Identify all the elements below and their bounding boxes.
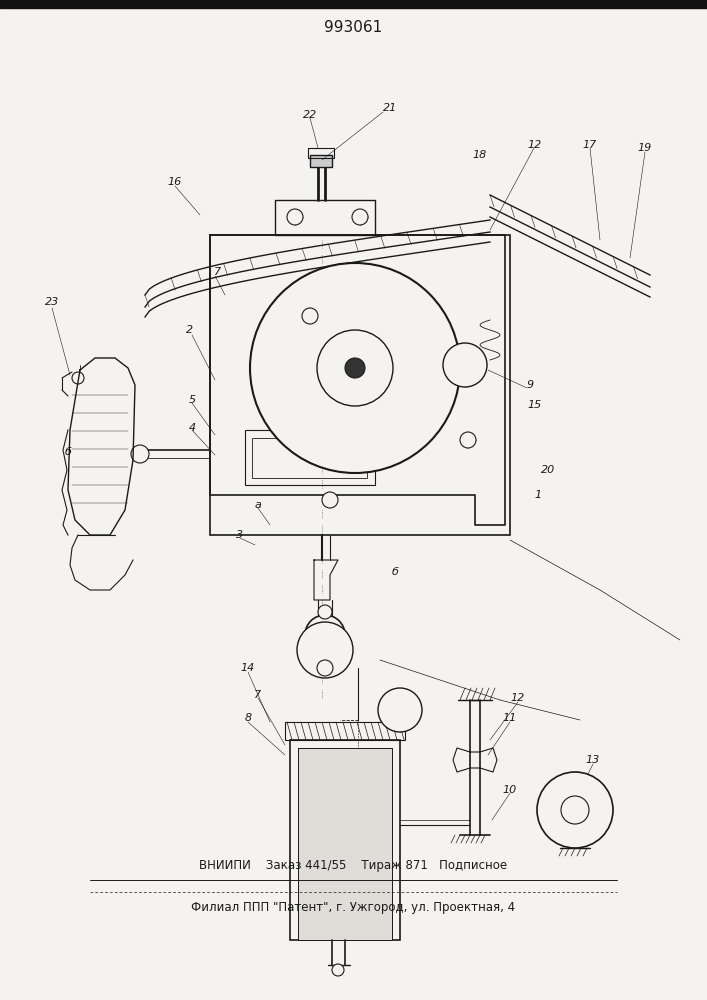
Text: 7: 7 bbox=[214, 267, 221, 277]
Circle shape bbox=[443, 343, 487, 387]
Text: 7: 7 bbox=[255, 690, 262, 700]
Circle shape bbox=[352, 209, 368, 225]
Bar bbox=[245, 430, 375, 485]
Circle shape bbox=[378, 688, 422, 732]
Text: 23: 23 bbox=[45, 297, 59, 307]
Text: Филиал ППП "Патент", г. Ужгород, ул. Проектная, 4: Филиал ППП "Патент", г. Ужгород, ул. Про… bbox=[191, 902, 515, 914]
Text: 4: 4 bbox=[189, 423, 196, 433]
Bar bbox=[290, 740, 400, 940]
Text: 9: 9 bbox=[527, 380, 534, 390]
Text: 15: 15 bbox=[528, 400, 542, 410]
Bar bbox=[252, 438, 367, 478]
Text: 8: 8 bbox=[245, 713, 252, 723]
Text: 18: 18 bbox=[473, 150, 487, 160]
Text: 20: 20 bbox=[541, 465, 555, 475]
Text: 14: 14 bbox=[241, 663, 255, 673]
Text: 3: 3 bbox=[236, 530, 244, 540]
Circle shape bbox=[287, 209, 303, 225]
Bar bbox=[285, 722, 405, 740]
Bar bbox=[275, 200, 375, 235]
Text: б: б bbox=[392, 567, 399, 577]
Circle shape bbox=[537, 772, 613, 848]
Circle shape bbox=[322, 492, 338, 508]
Text: 993061: 993061 bbox=[324, 20, 382, 35]
Circle shape bbox=[305, 615, 345, 655]
Circle shape bbox=[134, 448, 146, 460]
Circle shape bbox=[72, 372, 84, 384]
Text: 19: 19 bbox=[638, 143, 652, 153]
Circle shape bbox=[250, 263, 460, 473]
Circle shape bbox=[460, 432, 476, 448]
Circle shape bbox=[318, 605, 332, 619]
Circle shape bbox=[332, 964, 344, 976]
Text: 10: 10 bbox=[503, 785, 517, 795]
Text: 17: 17 bbox=[583, 140, 597, 150]
Circle shape bbox=[317, 330, 393, 406]
Text: 13: 13 bbox=[586, 755, 600, 765]
Text: 12: 12 bbox=[528, 140, 542, 150]
Text: 2: 2 bbox=[187, 325, 194, 335]
Circle shape bbox=[345, 358, 365, 378]
Text: 5: 5 bbox=[189, 395, 196, 405]
Bar bbox=[310, 155, 332, 167]
Text: 21: 21 bbox=[383, 103, 397, 113]
Bar bbox=[210, 235, 510, 535]
Text: 22: 22 bbox=[303, 110, 317, 120]
Circle shape bbox=[317, 660, 333, 676]
Text: 1: 1 bbox=[534, 490, 542, 500]
Text: б: б bbox=[64, 447, 71, 457]
Circle shape bbox=[302, 308, 318, 324]
Bar bbox=[298, 748, 392, 940]
Text: 16: 16 bbox=[168, 177, 182, 187]
Text: a: a bbox=[255, 500, 262, 510]
Text: ВНИИПИ    Заказ 441/55    Тираж 871   Подписное: ВНИИПИ Заказ 441/55 Тираж 871 Подписное bbox=[199, 859, 507, 872]
Circle shape bbox=[561, 796, 589, 824]
Text: 11: 11 bbox=[503, 713, 517, 723]
Bar bbox=[308, 148, 334, 158]
Bar bbox=[298, 748, 392, 940]
Circle shape bbox=[131, 445, 149, 463]
Text: 12: 12 bbox=[511, 693, 525, 703]
Circle shape bbox=[297, 622, 353, 678]
